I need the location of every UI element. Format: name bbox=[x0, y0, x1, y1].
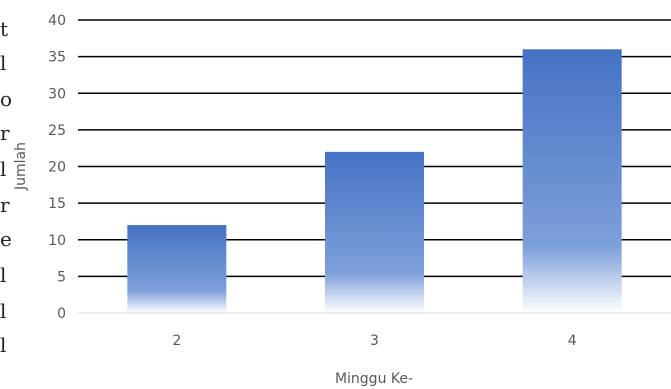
y-axis-ticks: 0 5 10 15 20 25 30 35 40 bbox=[48, 13, 66, 322]
x-tick-label: 4 bbox=[568, 333, 577, 349]
bar bbox=[522, 49, 622, 314]
svg-text:e: e bbox=[0, 227, 12, 251]
y-tick-label: 5 bbox=[57, 269, 66, 285]
y-tick-label: 15 bbox=[48, 196, 66, 212]
svg-text:r: r bbox=[0, 193, 10, 217]
svg-text:r: r bbox=[0, 121, 10, 145]
y-tick-label: 20 bbox=[48, 160, 66, 176]
x-axis-ticks: 2 3 4 bbox=[172, 333, 576, 349]
x-axis-title: Minggu Ke- bbox=[335, 371, 413, 387]
svg-text:o: o bbox=[0, 87, 12, 111]
y-tick-label: 25 bbox=[48, 123, 66, 139]
bars bbox=[127, 49, 622, 314]
y-tick-label: 35 bbox=[48, 50, 66, 66]
cropped-left-text: t l o r l r e l l l bbox=[0, 17, 12, 357]
svg-text:t: t bbox=[0, 17, 8, 41]
svg-text:l: l bbox=[0, 51, 6, 75]
x-tick-label: 3 bbox=[370, 333, 379, 349]
x-tick-label: 2 bbox=[172, 333, 181, 349]
svg-text:l: l bbox=[0, 333, 6, 357]
bar bbox=[127, 225, 227, 313]
y-tick-label: 30 bbox=[48, 86, 66, 102]
y-tick-label: 40 bbox=[48, 13, 66, 29]
svg-text:l: l bbox=[0, 263, 6, 287]
bar bbox=[325, 151, 424, 313]
y-axis-title: Jumlah bbox=[13, 142, 29, 191]
y-tick-label: 10 bbox=[48, 233, 66, 249]
svg-text:l: l bbox=[0, 299, 6, 323]
svg-text:l: l bbox=[0, 157, 6, 181]
y-tick-label: 0 bbox=[57, 306, 66, 322]
